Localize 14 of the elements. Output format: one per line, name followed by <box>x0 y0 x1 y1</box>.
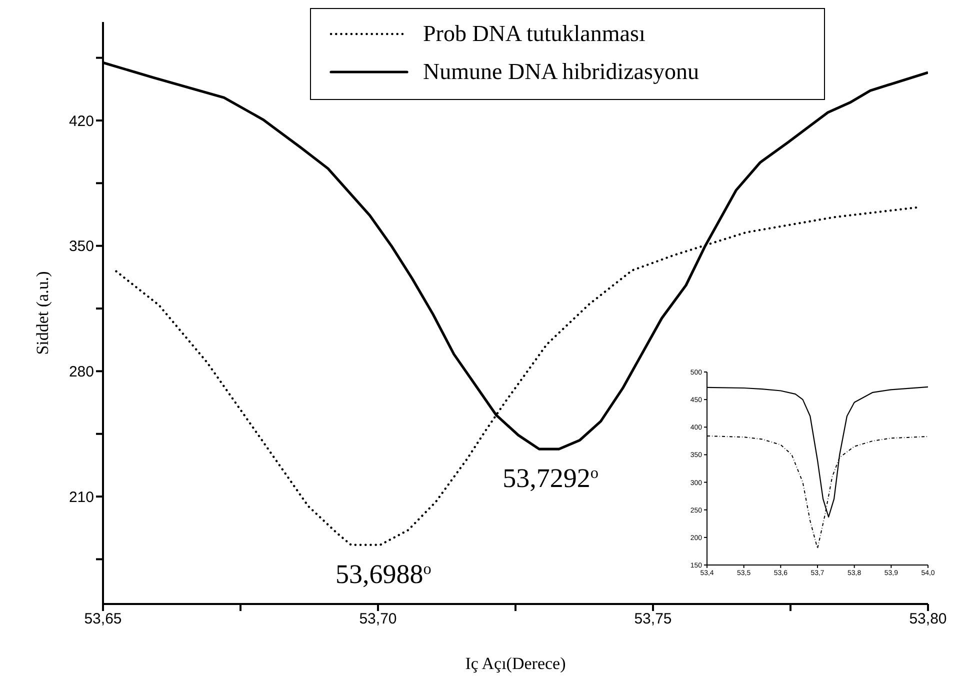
y-tick-label: 420 <box>68 112 94 130</box>
x-tick-label: 53,80 <box>909 610 947 628</box>
y-axis-title: Siddet (a.u.) <box>33 271 52 355</box>
y-tick-label: 350 <box>68 238 94 256</box>
legend-label: Prob DNA tutuklanması <box>423 20 646 48</box>
legend-label: Numune DNA hibridizasyonu <box>423 58 699 86</box>
x-tick-label: 53,75 <box>634 610 672 628</box>
annotation: 53,7292$^{o}$ <box>502 463 599 494</box>
annotation: 53,6988$^{o}$ <box>335 558 432 589</box>
x-tick-label: 53,65 <box>84 610 122 628</box>
y-tick-label: 280 <box>68 364 94 381</box>
y-tick-label: 210 <box>68 488 94 506</box>
x-axis-title: Iç Açı(Derece) <box>465 654 566 673</box>
x-tick-label: 53,70 <box>359 610 397 628</box>
